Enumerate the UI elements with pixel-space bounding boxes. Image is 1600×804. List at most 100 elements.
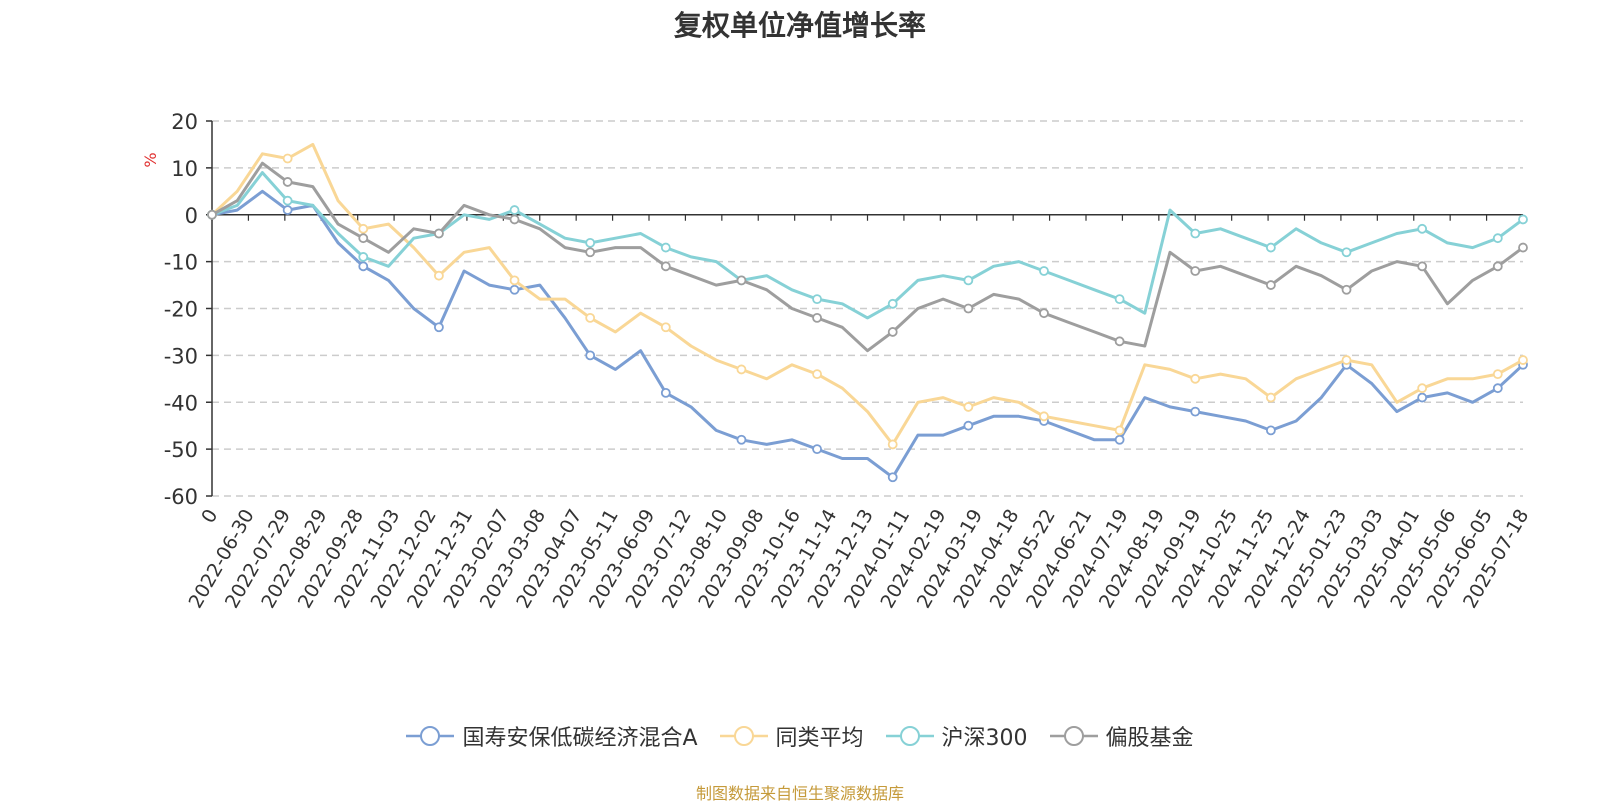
data-point [660, 387, 671, 398]
data-point [1492, 369, 1503, 380]
data-point [1039, 411, 1049, 422]
data-point [963, 303, 974, 314]
data-point [1417, 261, 1428, 272]
data-point [660, 322, 671, 333]
data-point [736, 364, 747, 375]
legend-item[interactable]: 偏股基金 [1049, 720, 1194, 752]
data-point [358, 261, 369, 272]
data-point [1190, 228, 1201, 239]
data-point [282, 205, 293, 215]
legend-swatch [406, 726, 455, 746]
data-point [585, 237, 596, 248]
source-note: 制图数据来自恒生聚源数据库 [695, 784, 904, 803]
data-point [660, 242, 671, 253]
data-point [358, 252, 369, 262]
data-point [1114, 336, 1125, 347]
data-point [887, 472, 898, 483]
data-point [812, 444, 822, 455]
data-point [1518, 355, 1528, 365]
y-tick-label: -40 [164, 391, 198, 415]
series-line-2 [211, 171, 1524, 320]
legend-item[interactable]: 同类平均 [719, 720, 864, 752]
data-point [887, 327, 898, 337]
legend-label: 同类平均 [775, 726, 864, 751]
legend-label: 国寿安保低碳经济混合A [462, 726, 698, 751]
data-point [660, 261, 671, 272]
data-point [585, 350, 596, 361]
data-point [1265, 280, 1276, 290]
data-point [1190, 406, 1201, 417]
data-point [1190, 266, 1201, 276]
data-point [358, 233, 369, 244]
y-axis-unit-label: % [141, 152, 160, 167]
legend: 国寿安保低碳经济混合A 同类平均 沪深300 偏股基金 [0, 720, 1600, 752]
data-point [812, 312, 822, 323]
data-point [207, 209, 217, 220]
series-lines [207, 142, 1528, 483]
data-point [434, 322, 444, 333]
y-tick-label: -20 [164, 298, 198, 322]
data-point [509, 275, 520, 286]
data-point [1417, 383, 1428, 394]
series-line-0 [211, 189, 1525, 479]
y-tick-label: 20 [171, 110, 198, 134]
y-tick-label: -60 [164, 485, 198, 509]
data-point [282, 153, 293, 164]
series-line-1 [210, 142, 1524, 446]
data-point [1114, 294, 1125, 305]
data-point [1492, 261, 1503, 272]
data-point [1039, 308, 1049, 319]
y-tick-label: -30 [164, 344, 198, 368]
data-point [1341, 247, 1352, 258]
grid-lines [212, 120, 1523, 497]
data-point [1190, 373, 1201, 384]
data-point [509, 205, 520, 215]
data-point [736, 275, 747, 286]
data-point [1492, 233, 1503, 244]
y-tick-label: -10 [164, 251, 198, 275]
data-point [887, 439, 898, 450]
axes: 20100-10-20-30-40-50-6002022-06-302022-0… [164, 110, 1534, 612]
data-point [585, 247, 596, 258]
data-point [509, 284, 520, 295]
legend-label: 沪深300 [941, 726, 1028, 751]
data-point [434, 228, 444, 239]
data-point [812, 294, 822, 305]
data-point [1492, 383, 1503, 394]
data-point [1417, 223, 1428, 234]
data-point [1265, 425, 1276, 436]
x-tick-label: 0 [197, 506, 222, 527]
data-point [1417, 392, 1428, 403]
data-point [1039, 266, 1049, 276]
data-point [1341, 355, 1352, 365]
legend-item[interactable]: 国寿安保低碳经济混合A [406, 720, 698, 752]
data-point [434, 270, 444, 281]
legend-item[interactable]: 沪深300 [885, 720, 1028, 752]
data-point [1518, 214, 1528, 225]
legend-swatch [885, 726, 934, 746]
data-point [282, 195, 293, 206]
legend-label: 偏股基金 [1105, 726, 1194, 751]
y-tick-label: -50 [164, 438, 198, 462]
y-tick-label: 10 [171, 157, 198, 181]
data-point [282, 177, 293, 187]
data-point [1341, 284, 1352, 295]
data-point [887, 298, 898, 309]
data-point [1265, 242, 1276, 253]
data-point [963, 402, 974, 412]
chart-title: 复权单位净值增长率 [673, 9, 926, 42]
data-point [1114, 425, 1125, 436]
legend-swatch [1049, 726, 1098, 746]
series-line-3 [211, 161, 1524, 353]
data-point [1518, 242, 1528, 253]
data-point [585, 312, 596, 323]
data-point [963, 420, 974, 431]
data-point [1114, 434, 1125, 445]
data-point [963, 275, 974, 286]
data-point [358, 223, 369, 234]
data-point [736, 434, 747, 445]
legend-swatch [719, 726, 768, 746]
data-point [812, 369, 822, 380]
y-tick-label: 0 [185, 204, 198, 228]
